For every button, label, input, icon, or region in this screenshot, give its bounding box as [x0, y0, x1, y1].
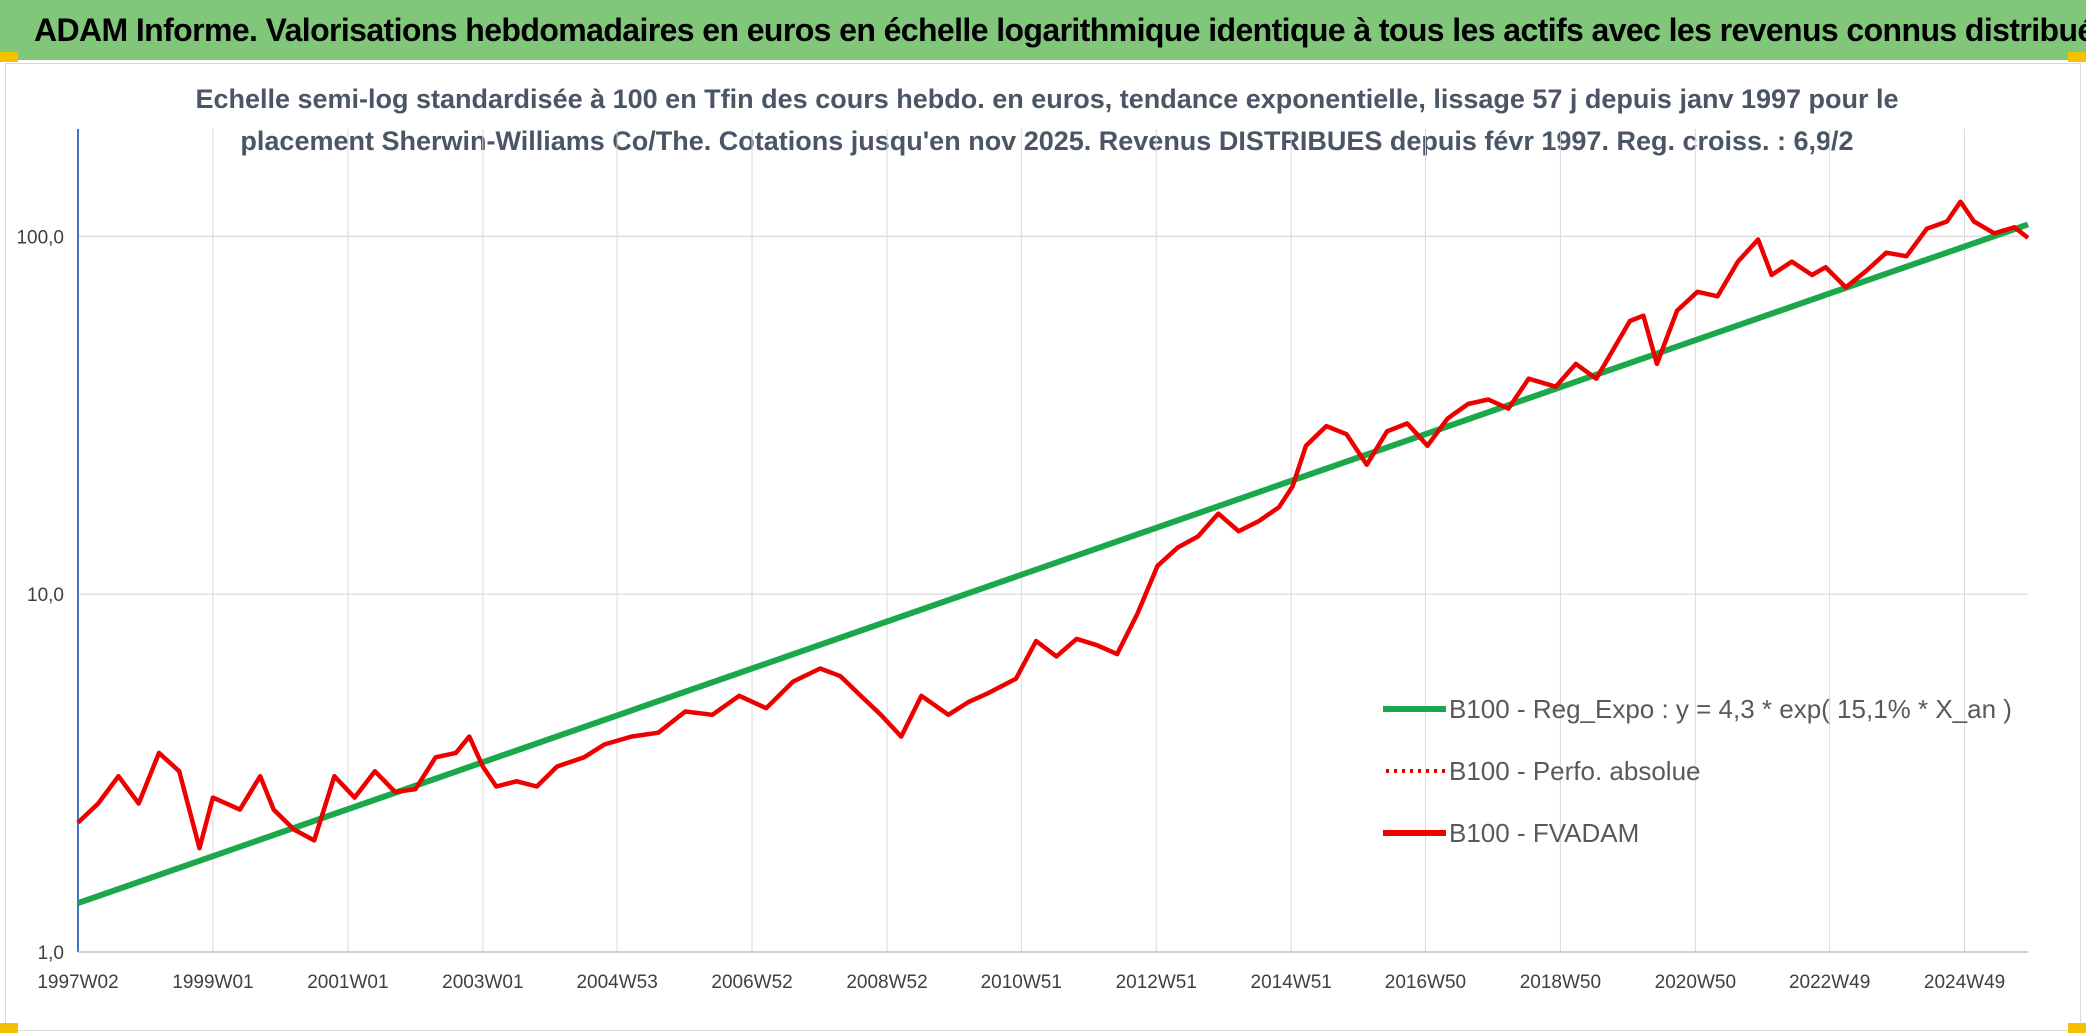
x-tick-label: 2024W49	[1924, 972, 2005, 993]
series-line-fvadam	[76, 199, 2030, 851]
x-tick-label: 2018W50	[1520, 972, 1601, 993]
x-axis-ticks: 1997W02 1999W01 2001W01 2003W01 2004W53 2006W…	[37, 972, 2005, 993]
header-banner: ADAM Informe. Valorisations hebdomadaire…	[0, 0, 2086, 60]
x-tick-label: 1997W02	[37, 972, 118, 993]
corner-marker	[0, 52, 18, 62]
legend: B100 - Reg_Expo : y = 4,3 * exp( 15,1% *…	[1383, 694, 2012, 848]
y-axis-ticks: 1,0 10,0 100,0	[16, 227, 64, 964]
x-tick-label: 2014W51	[1251, 972, 1332, 993]
x-tick-label: 2004W53	[576, 972, 657, 993]
x-tick-label: 2003W01	[442, 972, 523, 993]
legend-label-fvadam: B100 - FVADAM	[1449, 818, 1639, 848]
x-tick-label: 2022W49	[1789, 972, 1870, 993]
chart-svg: Echelle semi-log standardisée à 100 en T…	[16, 84, 2030, 993]
legend-label-perfo-absolue: B100 - Perfo. absolue	[1449, 756, 1701, 786]
chart-title-line-1: Echelle semi-log standardisée à 100 en T…	[195, 84, 1898, 114]
chart-title-line-2: placement Sherwin-Williams Co/The. Cotat…	[240, 126, 1853, 156]
x-tick-label: 1999W01	[172, 972, 253, 993]
x-tick-label: 2008W52	[846, 972, 927, 993]
legend-label-reg-expo: B100 - Reg_Expo : y = 4,3 * exp( 15,1% *…	[1449, 694, 2012, 724]
corner-marker	[2068, 1023, 2086, 1033]
y-tick-label: 10,0	[27, 585, 64, 606]
x-tick-label: 2016W50	[1385, 972, 1466, 993]
page-title: ADAM Informe. Valorisations hebdomadaire…	[34, 12, 2086, 48]
series-line-reg-expo	[77, 221, 2029, 906]
x-tick-label: 2010W51	[981, 972, 1062, 993]
corner-marker	[2068, 52, 2086, 62]
chart-frame: Echelle semi-log standardisée à 100 en T…	[5, 63, 2081, 1031]
x-tick-label: 2020W50	[1655, 972, 1736, 993]
y-tick-label: 1,0	[38, 943, 64, 964]
gridlines	[77, 129, 2028, 952]
corner-marker	[0, 1023, 18, 1033]
x-tick-label: 2012W51	[1116, 972, 1197, 993]
y-tick-label: 100,0	[16, 227, 64, 248]
x-tick-label: 2006W52	[711, 972, 792, 993]
x-tick-label: 2001W01	[307, 972, 388, 993]
